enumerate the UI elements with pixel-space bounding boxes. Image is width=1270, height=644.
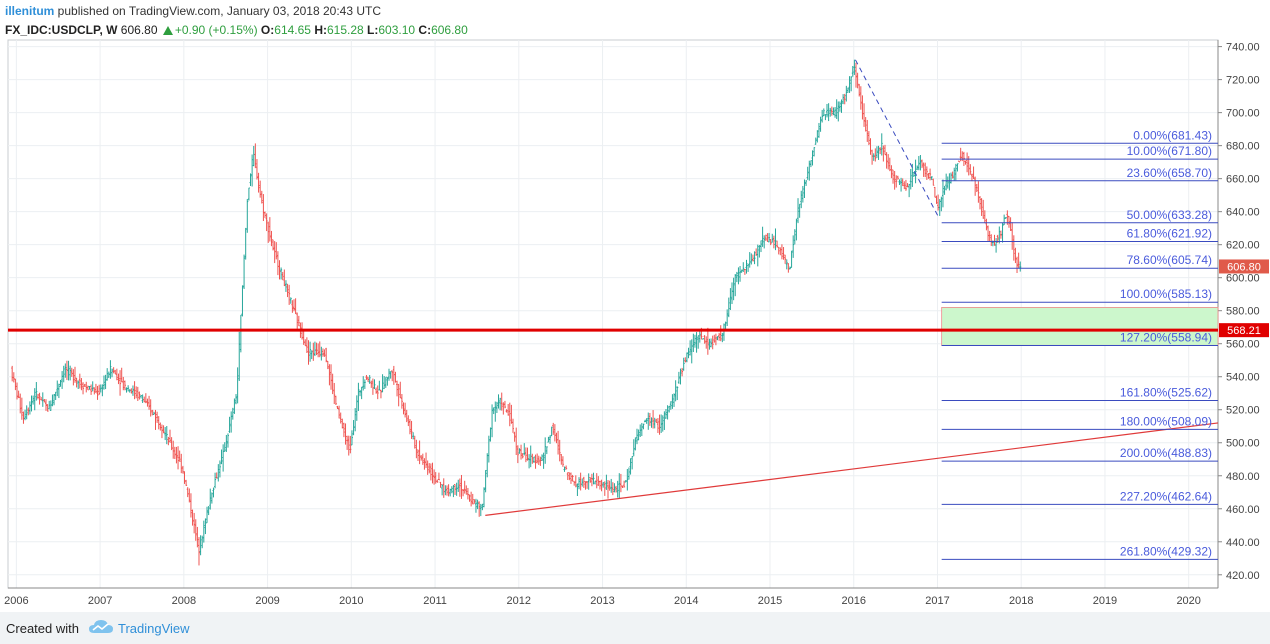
y-tick-label: 480.00: [1226, 471, 1260, 483]
fib-level-label: 23.60%(658.70): [1127, 166, 1212, 180]
symbol-name: FX_IDC:USDCLP, W: [5, 23, 118, 37]
y-tick-label: 720.00: [1226, 75, 1260, 87]
y-tick-label: 460.00: [1226, 504, 1260, 516]
target-zone: [941, 306, 1219, 346]
close-label: C:: [418, 23, 432, 37]
price-chart[interactable]: 420.00 440.00 460.00 480.00 500.00 520.00 540.…: [0, 0, 1270, 612]
x-tick-label: 2015: [758, 595, 782, 607]
fib-level-label: 161.80%(525.62): [1120, 385, 1212, 399]
y-tick-label: 740.00: [1226, 42, 1260, 54]
fib-level-label: 50.00%(633.28): [1127, 208, 1212, 222]
high-label: H:: [314, 23, 327, 37]
up-arrow-icon: [162, 26, 173, 35]
x-tick-label: 2013: [590, 595, 614, 607]
close-value: 606.80: [431, 23, 468, 37]
x-tick-label: 2014: [674, 595, 698, 607]
publish-info: published on TradingView.com, January 03…: [54, 4, 381, 18]
x-tick-label: 2008: [172, 595, 196, 607]
x-tick-label: 2007: [88, 595, 112, 607]
candle-series: [11, 59, 1022, 566]
y-tick-label: 540.00: [1226, 372, 1260, 384]
x-tick-label: 2019: [1093, 595, 1117, 607]
footer-bar: Created with TradingView: [0, 612, 1270, 644]
open-label: O:: [260, 23, 275, 37]
y-tick-label: 500.00: [1226, 438, 1260, 450]
fib-level-label: 78.60%(605.74): [1127, 253, 1212, 267]
x-tick-label: 2011: [423, 595, 447, 607]
tradingview-cloud-icon[interactable]: [88, 619, 114, 635]
x-tick-label: 2012: [507, 595, 531, 607]
y-tick-label: 660.00: [1226, 174, 1260, 186]
y-tick-label: 420.00: [1226, 570, 1260, 582]
symbol-line: FX_IDC:USDCLP, W 606.80 +0.90 (+0.15%) O…: [5, 23, 468, 37]
support-price-tag: [1219, 323, 1269, 338]
high-value: 615.28: [326, 23, 364, 37]
x-tick-label: 2016: [842, 595, 866, 607]
low-value: 603.10: [378, 23, 416, 37]
last-price-tag: [1219, 259, 1269, 274]
y-tick-label: 520.00: [1226, 405, 1260, 417]
author-name[interactable]: illenitum: [5, 4, 55, 18]
x-tick-label: 2017: [925, 595, 949, 607]
fib-level-label: 200.00%(488.83): [1120, 446, 1212, 460]
fib-level-label: 61.80%(621.92): [1127, 227, 1212, 241]
x-tick-label: 2020: [1176, 595, 1200, 607]
x-tick-label: 2009: [255, 595, 279, 607]
fib-level-label: 127.20%(558.94): [1120, 330, 1212, 344]
y-tick-label: 700.00: [1226, 108, 1260, 120]
fib-level-label: 100.00%(585.13): [1120, 287, 1212, 301]
fib-level-label: 227.20%(462.64): [1120, 489, 1212, 503]
x-tick-label: 2010: [339, 595, 363, 607]
fib-level-label: 10.00%(671.80): [1127, 144, 1212, 158]
y-tick-label: 680.00: [1226, 141, 1260, 153]
swing-dashed-line: [854, 59, 940, 219]
y-tick-label: 580.00: [1226, 306, 1260, 318]
created-with-text: Created with: [6, 621, 79, 636]
y-tick-label: 600.00: [1226, 273, 1260, 285]
x-tick-label: 2006: [4, 595, 28, 607]
y-tick-label: 560.00: [1226, 339, 1260, 351]
last-price: 606.80: [120, 23, 158, 37]
last-price-label: 606.80: [1227, 261, 1261, 273]
trendline: [485, 422, 1219, 516]
fib-level-label: 0.00%(681.43): [1133, 128, 1212, 142]
fib-level-label: 180.00%(508.09): [1120, 414, 1212, 428]
fib-level-label: 261.80%(429.32): [1120, 544, 1212, 558]
tradingview-link[interactable]: TradingView: [118, 621, 190, 636]
x-tick-label: 2018: [1009, 595, 1033, 607]
y-tick-label: 640.00: [1226, 207, 1260, 219]
publish-header: illenitum published on TradingView.com, …: [5, 4, 381, 18]
open-value: 614.65: [274, 23, 311, 37]
y-tick-label: 620.00: [1226, 240, 1260, 252]
support-price-label: 568.21: [1227, 325, 1261, 337]
low-label: L:: [367, 23, 379, 37]
y-tick-label: 440.00: [1226, 537, 1260, 549]
price-change: +0.90 (+0.15%): [174, 23, 258, 37]
